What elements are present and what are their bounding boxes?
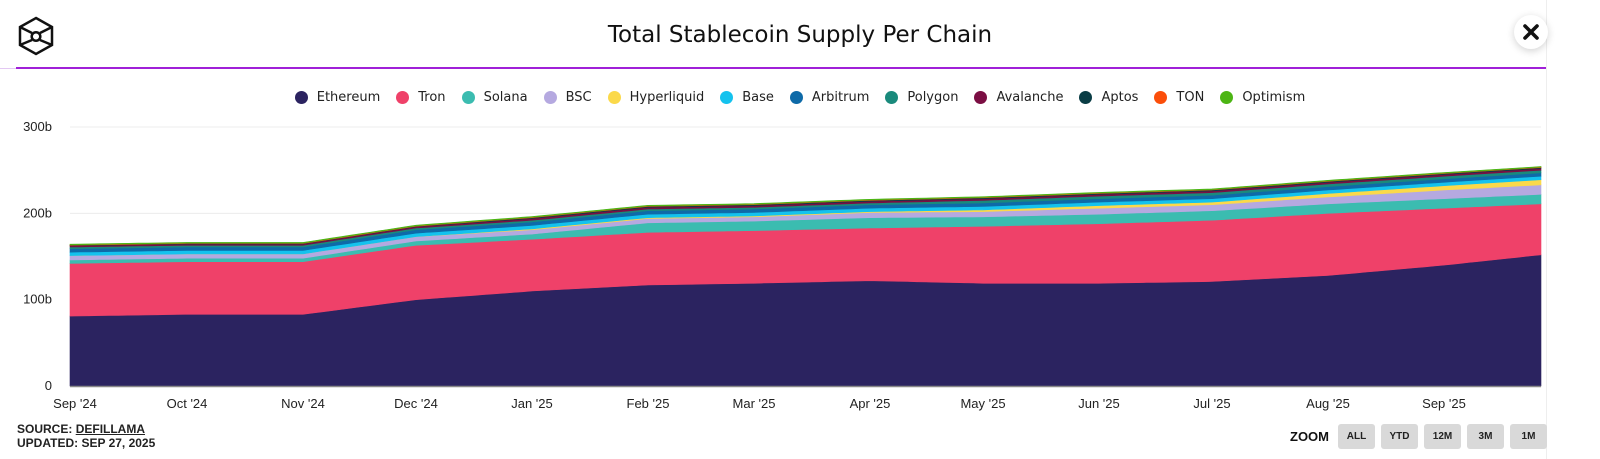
legend-label: Tron	[418, 90, 446, 105]
legend-dot-icon	[1220, 91, 1234, 104]
x-tick-label: Oct '24	[167, 396, 208, 411]
x-tick-label: Jan '25	[511, 396, 553, 411]
x-tick-label: May '25	[960, 396, 1005, 411]
legend-label: Arbitrum	[811, 90, 870, 105]
legend-dot-icon	[461, 91, 475, 104]
legend-dot-icon	[396, 91, 410, 104]
zoom-ytd-button[interactable]: YTD	[1381, 424, 1418, 449]
title-divider	[16, 67, 1547, 69]
chart-legend: Ethereum Tron Solana BSC Hyperliquid Base Arbi…	[0, 90, 1600, 105]
x-tick-label: Sep '25	[1422, 396, 1466, 411]
legend-label: Hyperliquid	[629, 90, 705, 105]
x-tick-label: Jun '25	[1078, 396, 1120, 411]
x-tick-label: Mar '25	[733, 396, 776, 411]
y-tick-label: 100b	[23, 292, 52, 307]
legend-dot-icon	[543, 91, 557, 104]
y-tick-label: 200b	[23, 205, 52, 220]
zoom-label: ZOOM	[1290, 429, 1329, 444]
x-tick-label: Sep '24	[53, 396, 97, 411]
legend-dot-icon	[885, 91, 899, 104]
legend-label: Optimism	[1242, 90, 1306, 105]
legend-dot-icon	[294, 91, 308, 104]
legend-item-base[interactable]: Base	[720, 90, 774, 105]
page-title: Total Stablecoin Supply Per Chain	[607, 22, 993, 48]
legend-label: BSC	[565, 90, 592, 105]
source-link[interactable]: DEFILLAMA	[75, 422, 146, 436]
source-label: SOURCE:	[17, 422, 73, 436]
stacked-area-chart: 0 100b 200b 300b Sep '24 Oct '24 Nov '24 Dec '2…	[23, 119, 1542, 411]
title-divider-faint	[0, 68, 16, 69]
legend-dot-icon	[789, 91, 803, 104]
legend-dot-icon	[974, 91, 988, 104]
legend-item-bsc[interactable]: BSC	[543, 90, 592, 105]
legend-label: Solana	[483, 90, 528, 105]
legend-dot-icon	[1079, 91, 1093, 104]
legend-item-optimism[interactable]: Optimism	[1220, 90, 1305, 105]
close-x-icon	[1523, 24, 1539, 40]
scrollbar-track[interactable]	[1546, 0, 1600, 459]
legend-label: Ethereum	[316, 90, 381, 105]
y-tick-label: 0	[45, 378, 52, 393]
zoom-controls: ZOOM ALL YTD 12M 3M 1M	[1290, 424, 1553, 449]
legend-dot-icon	[1154, 91, 1168, 104]
legend-label: TON	[1176, 90, 1205, 105]
x-tick-label: Feb '25	[627, 396, 670, 411]
zoom-all-button[interactable]: ALL	[1338, 424, 1375, 449]
legend-dot-icon	[720, 91, 734, 104]
legend-item-aptos[interactable]: Aptos	[1079, 90, 1138, 105]
legend-item-ton[interactable]: TON	[1154, 90, 1204, 105]
updated-date: UPDATED: SEP 27, 2025	[17, 436, 156, 450]
y-tick-label: 300b	[23, 119, 52, 134]
zoom-1m-button[interactable]: 1M	[1510, 424, 1547, 449]
x-tick-label: Dec '24	[394, 396, 438, 411]
cube-logo-icon	[16, 16, 56, 56]
zoom-12m-button[interactable]: 12M	[1424, 424, 1461, 449]
zoom-3m-button[interactable]: 3M	[1467, 424, 1504, 449]
close-button[interactable]	[1514, 15, 1548, 49]
x-tick-label: Apr '25	[850, 396, 891, 411]
legend-dot-icon	[607, 91, 621, 104]
legend-label: Aptos	[1101, 90, 1139, 105]
legend-label: Polygon	[907, 90, 959, 105]
legend-item-hyperliquid[interactable]: Hyperliquid	[607, 90, 705, 105]
legend-item-tron[interactable]: Tron	[396, 90, 446, 105]
legend-item-arbitrum[interactable]: Arbitrum	[789, 90, 870, 105]
legend-item-avalanche[interactable]: Avalanche	[974, 90, 1063, 105]
x-tick-label: Jul '25	[1193, 396, 1230, 411]
legend-label: Base	[742, 90, 774, 105]
legend-item-ethereum[interactable]: Ethereum	[294, 90, 381, 105]
legend-item-polygon[interactable]: Polygon	[885, 90, 958, 105]
legend-item-solana[interactable]: Solana	[461, 90, 528, 105]
x-tick-label: Nov '24	[281, 396, 325, 411]
x-tick-label: Aug '25	[1306, 396, 1350, 411]
area-series-optimism	[69, 166, 1542, 246]
legend-label: Avalanche	[996, 90, 1064, 105]
source-info: SOURCE: DEFILLAMA UPDATED: SEP 27, 2025	[17, 422, 155, 450]
